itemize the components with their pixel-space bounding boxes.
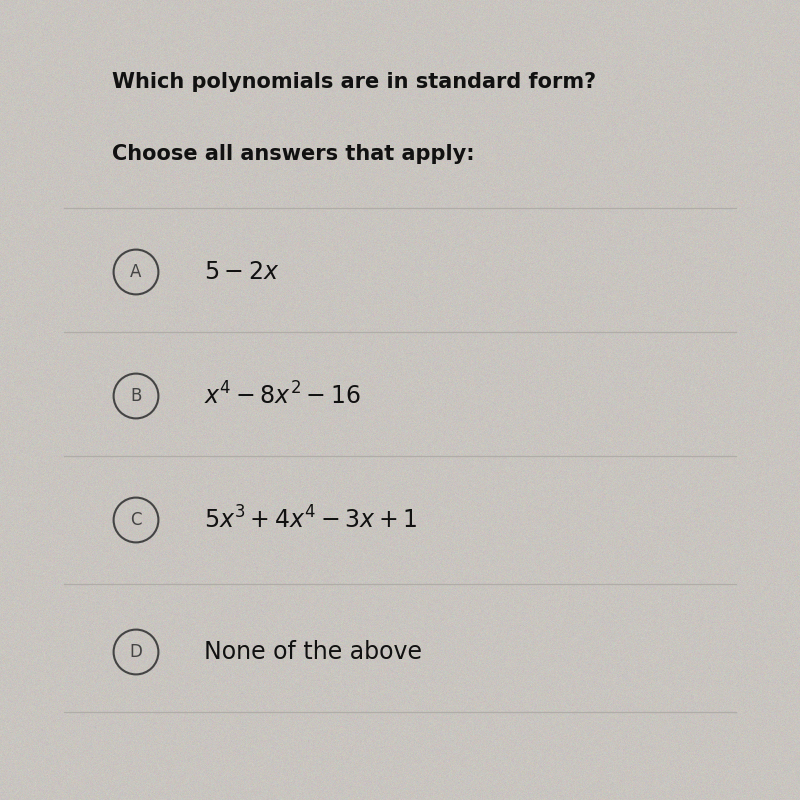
Text: Choose all answers that apply:: Choose all answers that apply:	[112, 144, 474, 164]
Text: C: C	[130, 511, 142, 529]
Text: A: A	[130, 263, 142, 281]
Text: Which polynomials are in standard form?: Which polynomials are in standard form?	[112, 72, 596, 92]
Text: D: D	[130, 643, 142, 661]
Text: None of the above: None of the above	[204, 640, 422, 664]
Text: B: B	[130, 387, 142, 405]
Text: $x^4 - 8x^2 - 16$: $x^4 - 8x^2 - 16$	[204, 382, 361, 410]
Text: $5 - 2x$: $5 - 2x$	[204, 260, 279, 284]
Text: $5x^3 + 4x^4 - 3x + 1$: $5x^3 + 4x^4 - 3x + 1$	[204, 506, 418, 534]
